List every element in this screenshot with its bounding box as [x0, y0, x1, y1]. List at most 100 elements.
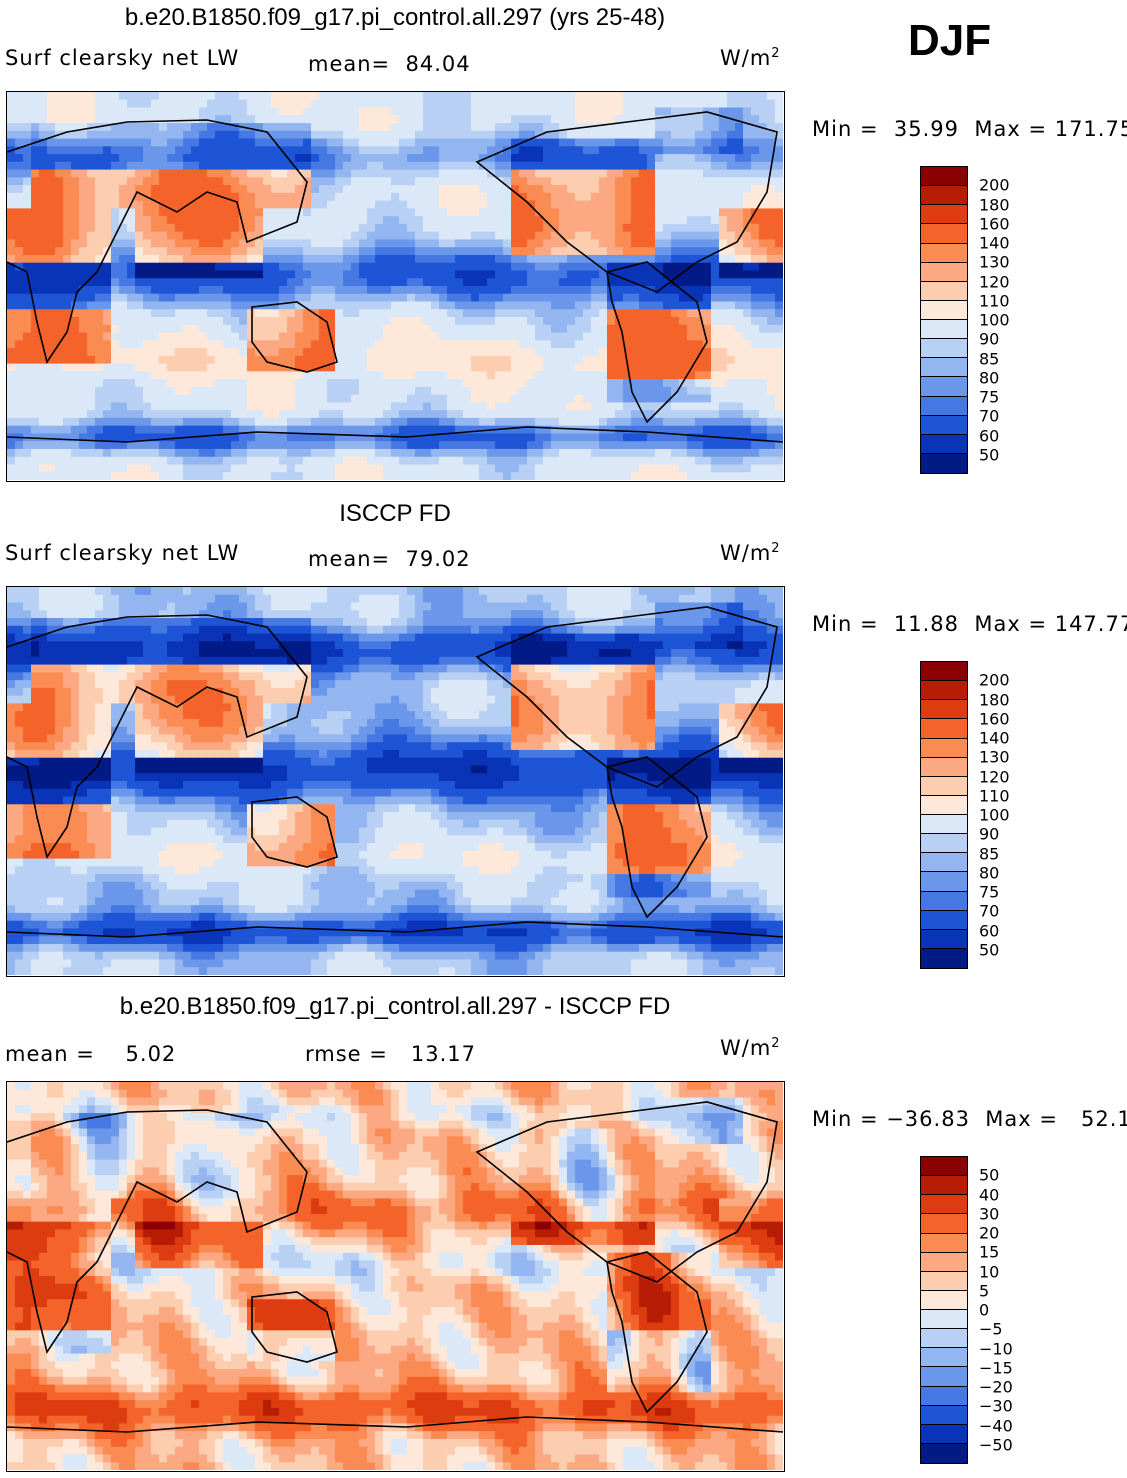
- colorbar-ticks-model: 200 180 160 140 130 120 110 100 90 85 80 75 70 60 50: [979, 166, 1039, 474]
- map-panel-model: [6, 91, 785, 482]
- colorbar-swatch: [921, 662, 967, 682]
- colorbar-tick-label: −10: [979, 1339, 1013, 1358]
- colorbar-swatch: [921, 1271, 967, 1291]
- colorbar-tick-label: −5: [979, 1319, 1003, 1339]
- colorbar-tick-label: 50: [979, 445, 1000, 465]
- coastline: [7, 426, 783, 443]
- colorbar-tick-label: 100: [979, 805, 1010, 825]
- colorbar-swatch: [921, 1214, 967, 1234]
- colorbar-swatch: [921, 681, 967, 701]
- colorbar-tick-label: 70: [979, 406, 1000, 426]
- colorbar-tick-label: 50: [979, 940, 1000, 960]
- coastline: [475, 1101, 778, 1283]
- field-label: Surf clearsky net LW: [5, 541, 240, 565]
- mean-value: mean= 79.02: [308, 547, 471, 571]
- colorbar-swatch: [921, 1195, 967, 1215]
- colorbar-tick-label: −30: [979, 1396, 1013, 1416]
- colorbar-swatch: [921, 1233, 967, 1253]
- colorbar-tick-label: 40: [979, 1185, 1000, 1204]
- colorbar-swatch: [921, 853, 967, 873]
- coastline: [7, 119, 308, 364]
- colorbar-swatch: [921, 434, 967, 454]
- colorbar-tick-label: 180: [979, 195, 1010, 214]
- colorbar-swatch: [921, 262, 967, 282]
- colorbar-tick-label: 200: [979, 670, 1010, 690]
- colorbar-swatch: [921, 167, 967, 187]
- colorbar-tick-label: 30: [979, 1204, 1000, 1224]
- colorbar-tick-label: 15: [979, 1242, 1000, 1262]
- colorbar-tick-label: 75: [979, 882, 1000, 902]
- colorbar-swatch: [921, 891, 967, 911]
- map-panel-obs: [6, 586, 785, 977]
- colorbar-tick-label: 70: [979, 901, 1000, 921]
- colorbar-swatch: [921, 224, 967, 244]
- map-field: [7, 1082, 783, 1470]
- map-panel-diff: [6, 1081, 785, 1472]
- colorbar-swatch: [921, 1310, 967, 1330]
- colorbar-tick-label: 75: [979, 387, 1000, 407]
- coastline: [606, 261, 708, 424]
- panel-title: b.e20.B1850.f09_g17.pi_control.all.297 -…: [119, 993, 671, 1020]
- colorbar-ticks-diff: 50 40 30 20 15 10 5 0 −5 −10 −15 −20 −30 −40 −50: [979, 1156, 1039, 1464]
- colorbar-tick-label: 120: [979, 272, 1010, 291]
- map-field: [7, 587, 783, 975]
- coastline: [7, 921, 783, 938]
- colorbar-tick-label: 85: [979, 844, 1000, 863]
- panel-title: ISCCP FD: [339, 500, 451, 527]
- colorbar-swatch: [921, 1443, 967, 1463]
- coastline: [7, 614, 308, 859]
- colorbar-swatch: [921, 795, 967, 815]
- colorbar-tick-label: 20: [979, 1223, 1000, 1243]
- units-label: W/m2: [720, 46, 781, 70]
- colorbar-tick-label: 100: [979, 310, 1010, 330]
- colorbar-swatch: [921, 205, 967, 225]
- colorbar-swatch: [921, 872, 967, 892]
- colorbar-swatch: [921, 948, 967, 968]
- colorbar-tick-label: 140: [979, 233, 1010, 253]
- colorbar-tick-label: −20: [979, 1377, 1013, 1397]
- colorbar-swatch: [921, 929, 967, 949]
- colorbar-swatch: [921, 738, 967, 758]
- colorbar-tick-label: 80: [979, 368, 1000, 388]
- colorbar-tick-label: 90: [979, 329, 1000, 349]
- colorbar-swatch: [921, 776, 967, 796]
- colorbar-tick-label: 140: [979, 728, 1010, 748]
- colorbar-tick-label: 90: [979, 824, 1000, 844]
- colorbar-swatch: [921, 1386, 967, 1406]
- colorbar-swatch: [921, 358, 967, 378]
- coastline: [251, 301, 338, 373]
- colorbar-tick-label: 85: [979, 349, 1000, 368]
- colorbar-swatch: [921, 1157, 967, 1177]
- colorbar-tick-label: 120: [979, 767, 1010, 786]
- mean-value: mean = 5.02: [5, 1042, 177, 1066]
- season-label: DJF: [908, 16, 992, 65]
- colorbar-swatch: [921, 186, 967, 206]
- colorbar-swatch: [921, 834, 967, 854]
- colorbar-diff: [920, 1156, 968, 1464]
- colorbar-tick-label: 130: [979, 252, 1010, 272]
- colorbar-tick-label: 160: [979, 709, 1010, 729]
- colorbar-tick-label: 60: [979, 921, 1000, 940]
- colorbar-tick-label: −40: [979, 1416, 1013, 1435]
- colorbar-swatch: [921, 1424, 967, 1444]
- colorbar-swatch: [921, 281, 967, 301]
- rmse-value: rmse = 13.17: [305, 1042, 476, 1066]
- coastline: [251, 796, 338, 868]
- colorbar-tick-label: 130: [979, 747, 1010, 767]
- colorbar-tick-label: 80: [979, 863, 1000, 883]
- min-max-label: Min = 11.88 Max = 147.77: [812, 612, 1127, 636]
- coastline: [251, 1291, 338, 1363]
- colorbar-swatch: [921, 1290, 967, 1310]
- colorbar-swatch: [921, 1348, 967, 1368]
- colorbar-tick-label: 60: [979, 426, 1000, 445]
- field-label: Surf clearsky net LW: [5, 46, 240, 70]
- colorbar-swatch: [921, 415, 967, 435]
- units-label: W/m2: [720, 1036, 781, 1060]
- colorbar-tick-label: 0: [979, 1300, 990, 1320]
- coastline: [606, 756, 708, 919]
- colorbar-swatch: [921, 377, 967, 397]
- colorbar-tick-label: 50: [979, 1165, 1000, 1185]
- colorbar-swatch: [921, 243, 967, 263]
- coastline: [475, 111, 778, 293]
- colorbar-tick-label: 10: [979, 1262, 1000, 1281]
